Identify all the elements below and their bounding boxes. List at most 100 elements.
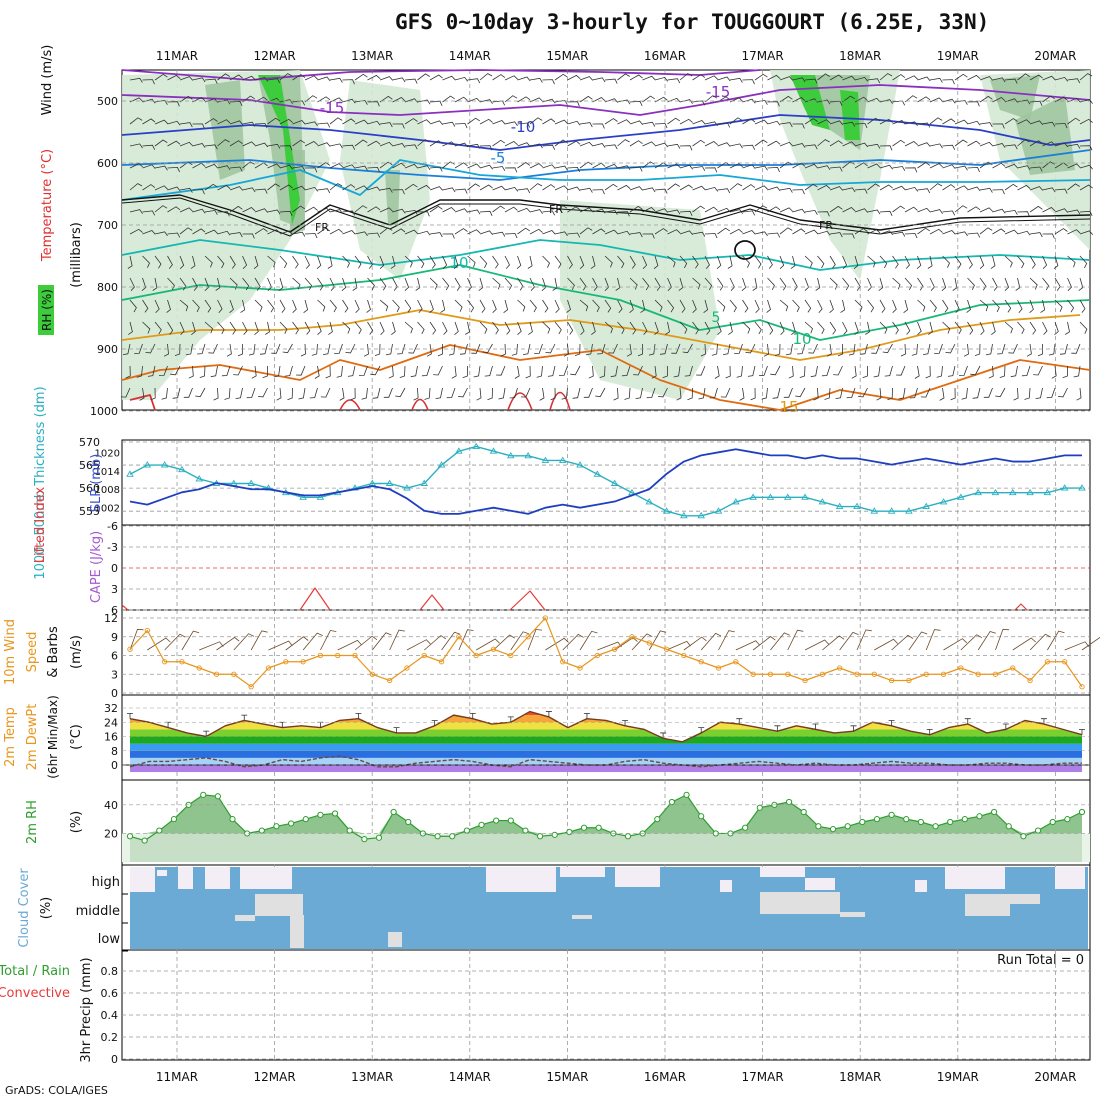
- wind-barb: [254, 188, 268, 194]
- rh-axis-label: 2m RH: [25, 800, 40, 844]
- wind-barb: [292, 166, 306, 172]
- rh-point: [214, 793, 221, 800]
- wind-barb: [429, 140, 443, 147]
- wind-barb: [254, 228, 268, 235]
- rh-point: [273, 823, 280, 830]
- wind-barb: [1035, 387, 1043, 399]
- wind-barb: [496, 365, 506, 376]
- surface-wind-barb: [648, 630, 667, 651]
- wind-barb: [567, 74, 581, 81]
- wind-barb: [878, 277, 884, 291]
- text-layer: Run Total = 0: [997, 953, 1084, 968]
- wind-barb: [517, 227, 531, 235]
- wind-barb: [862, 365, 868, 379]
- wind-barb: [896, 365, 906, 376]
- wind-barb: [1054, 96, 1068, 103]
- wind-barb: [342, 164, 356, 169]
- wind-barb: [829, 74, 843, 81]
- wind-barb: [917, 277, 924, 291]
- thickness-point: [143, 461, 152, 468]
- wind-barb: [679, 73, 693, 81]
- wind-barb: [574, 343, 581, 356]
- rh-point: [434, 833, 441, 840]
- wind-barb: [1054, 228, 1068, 235]
- temp-minmax-bar: [469, 712, 476, 719]
- wind-barb: [704, 186, 719, 192]
- wind-speed-point: [1010, 665, 1016, 671]
- wind-barb: [392, 97, 406, 103]
- wind-barb: [317, 188, 331, 194]
- wind-barb: [604, 163, 618, 169]
- wind-barb: [795, 387, 806, 398]
- wind-speed-point: [785, 671, 791, 677]
- wind-barb: [341, 277, 347, 292]
- wind-barb: [539, 387, 545, 401]
- wind-barb: [629, 120, 644, 126]
- wind-barb: [492, 139, 506, 147]
- wind-barb: [446, 387, 456, 399]
- surface-wind-barb: [147, 637, 171, 651]
- wind-barb: [479, 255, 488, 269]
- wind-barb: [1029, 166, 1043, 172]
- wind-barb: [617, 211, 630, 217]
- wind-barb: [678, 277, 684, 291]
- wind-barb: [729, 143, 743, 149]
- wind-barb: [904, 277, 913, 291]
- wind-barb: [1046, 387, 1056, 399]
- wind-barb: [342, 230, 356, 235]
- wind-barb: [629, 321, 637, 335]
- cloud-gap: [840, 912, 865, 917]
- wind-barb: [262, 365, 268, 379]
- wind-barb: [229, 120, 244, 126]
- isotherm-warm: [339, 399, 361, 411]
- wind-barb: [342, 144, 356, 150]
- wind-speed-point: [265, 665, 272, 671]
- lifted-index-axis-label: Lifted Index: [33, 486, 48, 563]
- wind-barb: [354, 99, 368, 105]
- wind-barb: [454, 76, 469, 82]
- wind-barb: [379, 207, 393, 213]
- wind-barb: [317, 162, 331, 169]
- wind-barb: [498, 387, 506, 400]
- wind-barb: [904, 186, 919, 192]
- temp-minmax-bar: [203, 730, 210, 737]
- wind-barb: [747, 365, 756, 377]
- wind-barb: [729, 299, 737, 313]
- wind-barb: [857, 387, 868, 398]
- precip-tick: 0: [111, 1053, 118, 1066]
- wind-barb: [451, 365, 457, 379]
- wind-barb: [1029, 255, 1036, 269]
- wind-barb: [604, 229, 618, 235]
- thickness-point: [853, 502, 861, 510]
- wind-barb: [954, 99, 968, 105]
- wind-barb: [367, 321, 374, 335]
- rh-tick: 40: [104, 799, 118, 812]
- wind-barb: [367, 101, 380, 107]
- wind-barb: [204, 229, 218, 235]
- wind-barb: [154, 255, 162, 269]
- isotherm-warm: [507, 392, 533, 411]
- wind-barb: [592, 143, 606, 148]
- wind-barb: [229, 186, 244, 191]
- wind-barb: [404, 183, 418, 191]
- wind-barb: [867, 299, 875, 313]
- wind-barb: [370, 365, 381, 376]
- wind-barb: [961, 387, 968, 400]
- wind-barb: [767, 101, 780, 107]
- thickness-point: [160, 461, 169, 468]
- wind-barb: [592, 123, 605, 129]
- wind-barb: [504, 75, 518, 81]
- wind-speed-point: [1044, 659, 1051, 665]
- rh-point: [668, 798, 676, 806]
- wind-barb: [621, 365, 631, 377]
- rh-point: [756, 804, 763, 811]
- run-total: Run Total = 0: [997, 953, 1084, 968]
- rh-point: [917, 818, 924, 826]
- wind-barb: [1067, 229, 1081, 235]
- wind-barb: [217, 321, 225, 335]
- wind-barb: [1071, 343, 1081, 354]
- wind-barb: [242, 207, 256, 213]
- wind-barb: [197, 343, 206, 355]
- wind-speed-point: [612, 646, 618, 652]
- credit-text: GrADS: COLA/IGES: [5, 1084, 108, 1097]
